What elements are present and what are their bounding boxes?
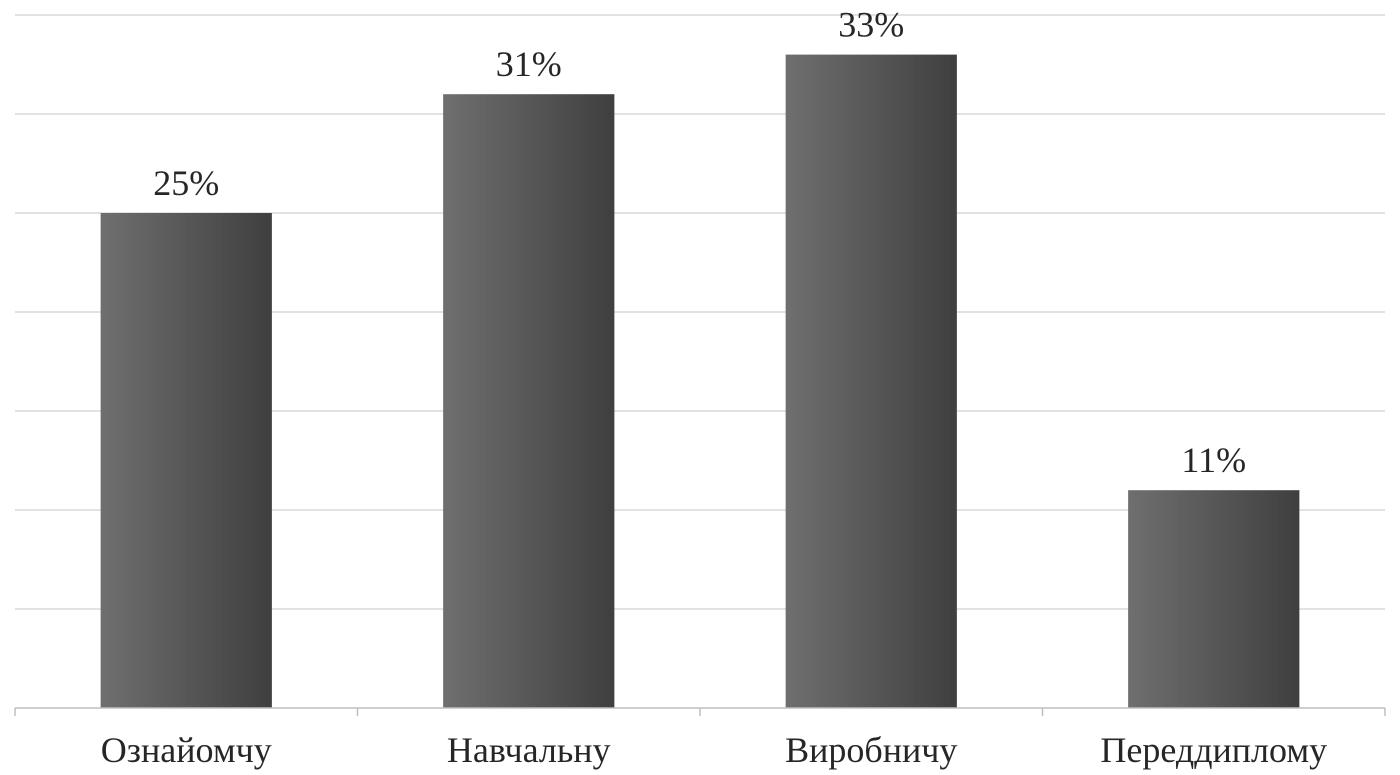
x-axis [14,707,1386,716]
category-label-4: Переддиплому [1100,730,1327,770]
category-label-2: Навчальну [447,730,611,770]
bar-4 [1128,490,1300,708]
bar-3 [785,54,957,709]
category-label-1: Ознайомчу [101,730,272,770]
category-labels: Ознайомчу Навчальну Виробничу Переддиплому [101,730,1327,770]
bar-1 [100,213,272,708]
data-label-4: 11% [1181,440,1246,480]
category-label-3: Виробничу [785,730,957,770]
data-label-1: 25% [153,163,219,203]
bars [100,54,1300,709]
bar-2 [443,94,615,708]
data-label-3: 33% [838,5,904,45]
data-label-2: 31% [496,44,562,84]
data-labels: 25% 31% 33% 11% [153,5,1246,481]
